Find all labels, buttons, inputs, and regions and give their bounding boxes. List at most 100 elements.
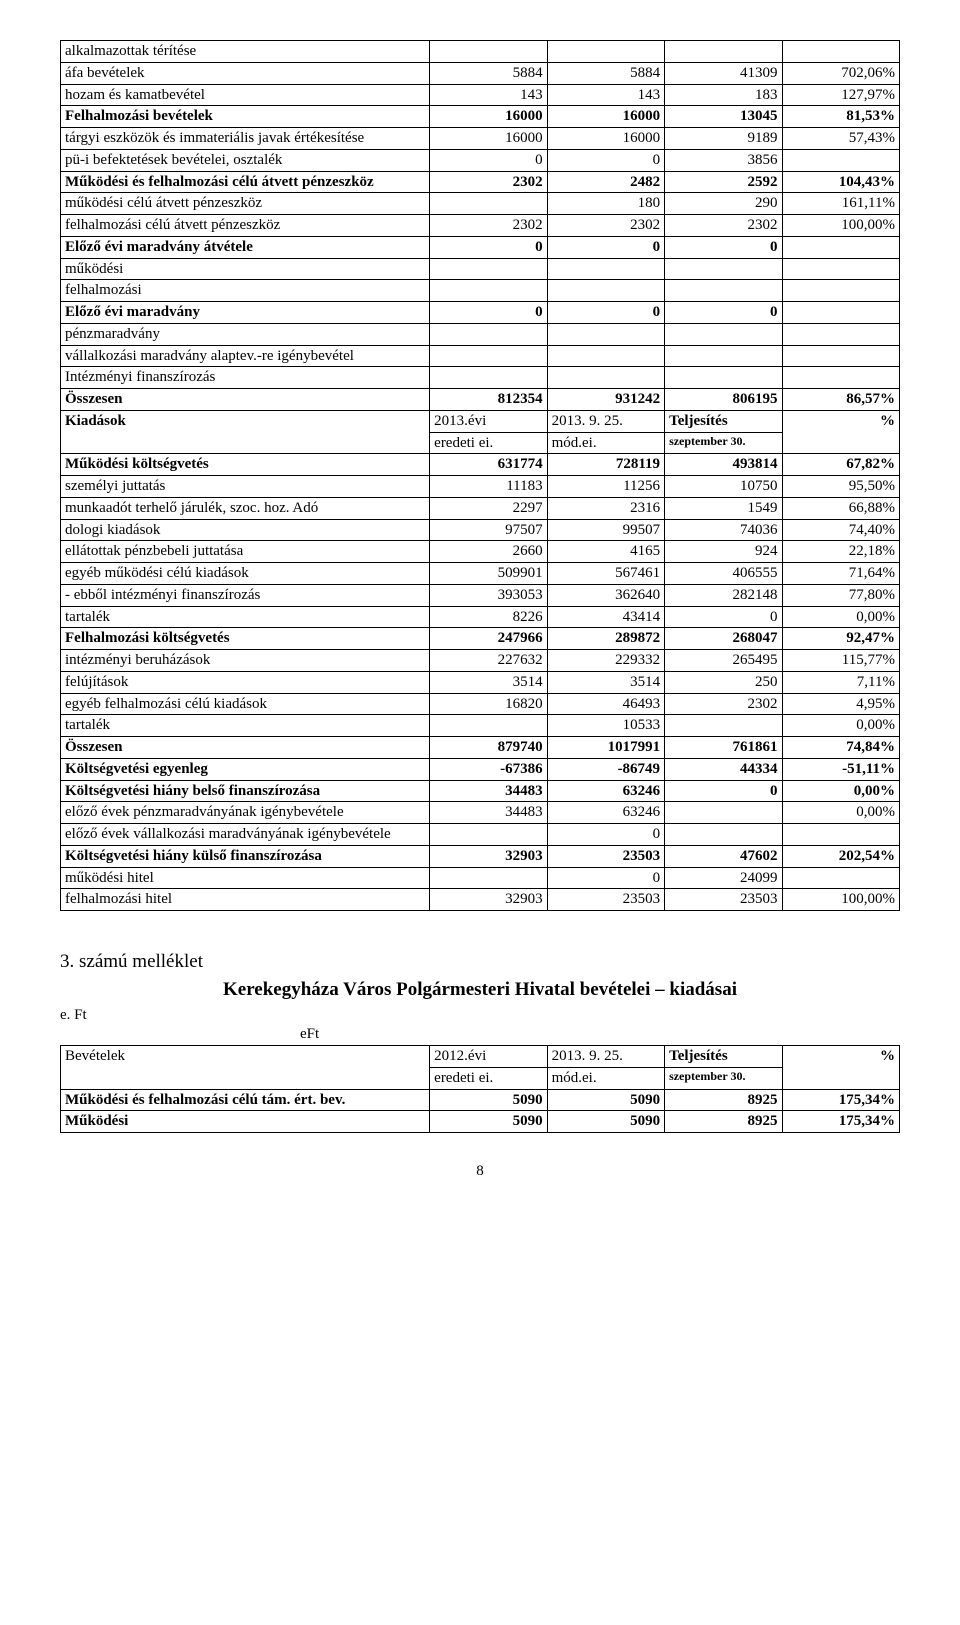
cell — [430, 193, 547, 215]
cell: 2302 — [665, 693, 782, 715]
cell: 924 — [665, 541, 782, 563]
cell: 0 — [430, 149, 547, 171]
cell: 23503 — [665, 889, 782, 911]
cell — [547, 41, 664, 63]
row-label: felújítások — [61, 671, 430, 693]
table-row: hozam és kamatbevétel 143 143 183 127,97… — [61, 84, 900, 106]
row-label: személyi juttatás — [61, 476, 430, 498]
cell: 0 — [665, 236, 782, 258]
table-row: Felhalmozási bevételek 16000 16000 13045… — [61, 106, 900, 128]
unit-label-right: eFt — [60, 1026, 900, 1043]
cell: 290 — [665, 193, 782, 215]
cell: 8925 — [665, 1089, 782, 1111]
cell: 47602 — [665, 845, 782, 867]
cell: 3514 — [430, 671, 547, 693]
table-row: Működési és felhalmozási célú tám. ért. … — [61, 1089, 900, 1111]
row-label: Összesen — [61, 737, 430, 759]
table-row: tartalék 10533 0,00% — [61, 715, 900, 737]
row-label: működési célú átvett pénzeszköz — [61, 193, 430, 215]
row-label: Működési költségvetés — [61, 454, 430, 476]
row-label: Működési és felhalmozási célú tám. ért. … — [61, 1089, 430, 1111]
cell: 2302 — [665, 215, 782, 237]
cell: 34483 — [430, 802, 547, 824]
table-row: pü-i befektetések bevételei, osztalék 0 … — [61, 149, 900, 171]
cell: 16000 — [547, 128, 664, 150]
header-label: Kiadások — [61, 410, 430, 454]
cell: 16000 — [430, 128, 547, 150]
table-row: előző évek vállalkozási maradványának ig… — [61, 824, 900, 846]
cell — [430, 715, 547, 737]
cell: 81,53% — [782, 106, 899, 128]
header-cell: mód.ei. — [547, 1067, 664, 1089]
cell: 10533 — [547, 715, 664, 737]
table-row: előző évek pénzmaradványának igénybevéte… — [61, 802, 900, 824]
cell: 5884 — [430, 62, 547, 84]
table-row: Előző évi maradvány 0 0 0 — [61, 302, 900, 324]
cell: 0 — [547, 867, 664, 889]
cell: 143 — [430, 84, 547, 106]
cell: 0 — [547, 149, 664, 171]
cell: 9189 — [665, 128, 782, 150]
cell — [430, 367, 547, 389]
table-row: Költségvetési hiány belső finanszírozása… — [61, 780, 900, 802]
cell: 4,95% — [782, 693, 899, 715]
cell — [782, 302, 899, 324]
row-label: Előző évi maradvány átvétele — [61, 236, 430, 258]
cell: 202,54% — [782, 845, 899, 867]
table-row: Működési és felhalmozási célú átvett pén… — [61, 171, 900, 193]
cell: 812354 — [430, 389, 547, 411]
table-row: tartalék 8226 43414 0 0,00% — [61, 606, 900, 628]
cell — [430, 323, 547, 345]
cell: -67386 — [430, 758, 547, 780]
cell — [430, 258, 547, 280]
cell: 393053 — [430, 584, 547, 606]
cell: 931242 — [547, 389, 664, 411]
cell: 180 — [547, 193, 664, 215]
cell: 11183 — [430, 476, 547, 498]
row-label: Költségvetési egyenleg — [61, 758, 430, 780]
cell: 406555 — [665, 563, 782, 585]
table-row: alkalmazottak térítése — [61, 41, 900, 63]
cell: 2660 — [430, 541, 547, 563]
attachment-heading: 3. számú melléklet — [60, 951, 900, 973]
header-cell: 2013. 9. 25. — [547, 410, 664, 432]
cell: 8925 — [665, 1111, 782, 1133]
cell — [782, 258, 899, 280]
cell: 0 — [547, 824, 664, 846]
cell: 5090 — [430, 1089, 547, 1111]
row-label: tartalék — [61, 715, 430, 737]
cell: 13045 — [665, 106, 782, 128]
row-label: felhalmozási hitel — [61, 889, 430, 911]
row-label: Felhalmozási bevételek — [61, 106, 430, 128]
cell — [782, 280, 899, 302]
table-row: felhalmozási célú átvett pénzeszköz 2302… — [61, 215, 900, 237]
cell: 265495 — [665, 650, 782, 672]
cell: 5090 — [547, 1089, 664, 1111]
cell — [665, 367, 782, 389]
cell: 493814 — [665, 454, 782, 476]
cell: 268047 — [665, 628, 782, 650]
cell: 5884 — [547, 62, 664, 84]
row-label: felhalmozási célú átvett pénzeszköz — [61, 215, 430, 237]
table-header-row: Bevételek 2012.évi 2013. 9. 25. Teljesít… — [61, 1046, 900, 1068]
cell — [665, 824, 782, 846]
row-label: előző évek vállalkozási maradványának ig… — [61, 824, 430, 846]
row-label: pénzmaradvány — [61, 323, 430, 345]
cell: 247966 — [430, 628, 547, 650]
cell: 99507 — [547, 519, 664, 541]
cell: 4165 — [547, 541, 664, 563]
row-label: Felhalmozási költségvetés — [61, 628, 430, 650]
cell: 175,34% — [782, 1089, 899, 1111]
row-label: Költségvetési hiány belső finanszírozása — [61, 780, 430, 802]
cell: 5090 — [430, 1111, 547, 1133]
cell: 0 — [665, 780, 782, 802]
cell: 728119 — [547, 454, 664, 476]
row-label: Működési — [61, 1111, 430, 1133]
cell: 23503 — [547, 889, 664, 911]
header-cell: eredeti ei. — [430, 432, 547, 454]
cell: 2302 — [547, 215, 664, 237]
cell: 115,77% — [782, 650, 899, 672]
cell: 43414 — [547, 606, 664, 628]
header-cell: eredeti ei. — [430, 1067, 547, 1089]
budget-table-top: alkalmazottak térítése áfa bevételek 588… — [60, 40, 900, 911]
